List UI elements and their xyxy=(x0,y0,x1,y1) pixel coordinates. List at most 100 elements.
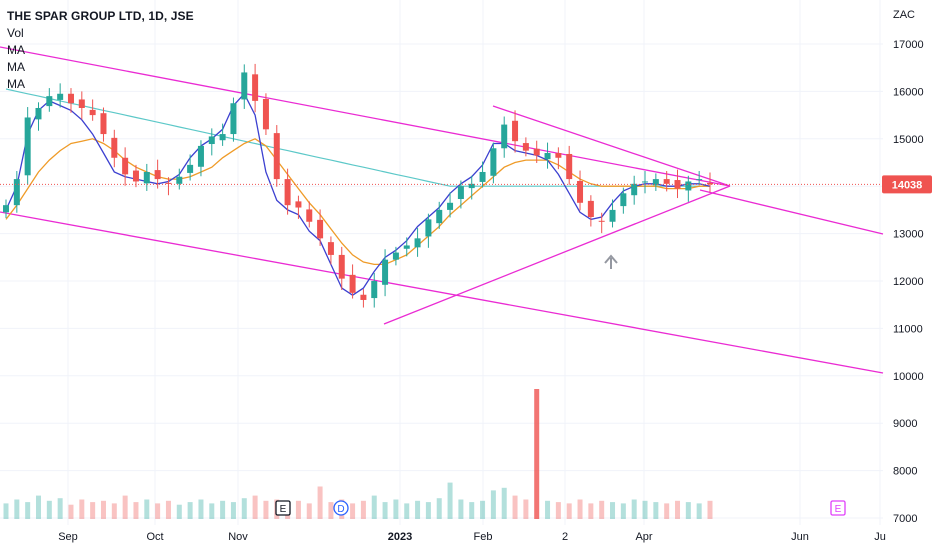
volume-bar xyxy=(512,495,518,519)
dividend-marker: D xyxy=(333,500,349,516)
candle xyxy=(24,107,31,185)
volume-bar xyxy=(696,503,702,519)
volume-bar xyxy=(252,495,258,519)
candle xyxy=(208,128,215,156)
volume-bar xyxy=(155,503,161,519)
symbol-title[interactable]: THE SPAR GROUP LTD, 1D, JSE xyxy=(7,9,194,23)
candle xyxy=(349,264,356,299)
volume-bar xyxy=(230,502,236,519)
volume-bar xyxy=(68,504,74,519)
volume-bar xyxy=(447,482,453,519)
volume-bar xyxy=(144,499,150,519)
candle xyxy=(468,175,475,200)
candle xyxy=(327,236,334,265)
volume-bar xyxy=(707,500,713,519)
price-tick-label: 15000 xyxy=(893,134,924,146)
volume-bar xyxy=(350,503,356,519)
candle xyxy=(392,246,399,266)
candle xyxy=(284,168,291,215)
last-price-tag xyxy=(882,175,932,194)
candle xyxy=(674,169,681,199)
candle xyxy=(533,140,540,163)
earnings-marker: E xyxy=(830,500,846,516)
price-tick-label: 17000 xyxy=(893,39,924,51)
event-marker-label: D xyxy=(337,504,344,515)
volume-bar xyxy=(176,504,182,519)
candle xyxy=(457,180,464,209)
volume-bar xyxy=(14,499,20,519)
volume-bar xyxy=(306,503,312,519)
candle xyxy=(447,192,454,218)
chart-legend: THE SPAR GROUP LTD, 1D, JSE Vol MA MA MA xyxy=(7,8,194,93)
price-tick-label: 8000 xyxy=(893,466,917,478)
candle xyxy=(436,201,443,229)
candle xyxy=(197,140,204,177)
legend-ma-1[interactable]: MA xyxy=(7,43,25,57)
ma-slow-line xyxy=(5,88,710,187)
candle xyxy=(522,137,529,157)
candle xyxy=(111,129,118,168)
price-axis: ZAC1700016000150001400013000120001100010… xyxy=(882,9,932,525)
volume-bar xyxy=(620,503,626,519)
volume-bar xyxy=(642,500,648,519)
time-tick-label: 2 xyxy=(562,531,568,543)
volume-bar xyxy=(382,502,388,519)
candle xyxy=(652,173,659,191)
candle xyxy=(371,272,378,308)
candle xyxy=(252,63,259,113)
event-marker-label: E xyxy=(835,504,842,515)
candle xyxy=(598,212,605,234)
channel-lower-line xyxy=(0,211,884,374)
price-tick-label: 11000 xyxy=(893,323,923,335)
candles xyxy=(3,63,713,308)
candle xyxy=(143,163,150,191)
candle xyxy=(566,145,573,185)
candle xyxy=(382,249,389,297)
volume-bar xyxy=(404,503,410,519)
candle xyxy=(46,88,53,112)
candle xyxy=(414,227,421,257)
candle xyxy=(230,97,237,142)
candle xyxy=(13,171,20,213)
candle xyxy=(122,147,129,186)
volume-bar xyxy=(198,499,204,519)
candle xyxy=(501,116,508,158)
volume-bar xyxy=(555,502,561,519)
channel-upper-line xyxy=(0,46,731,187)
candle xyxy=(490,142,497,184)
volume-bar xyxy=(133,502,139,519)
triangle-lower-line xyxy=(383,185,731,325)
candle xyxy=(295,195,302,219)
candle xyxy=(219,123,226,146)
candle xyxy=(187,154,194,181)
candle xyxy=(165,177,172,196)
time-axis: Sep Oct Nov 2023 Feb 2 Apr Jun Ju xyxy=(58,531,886,543)
volume-bar xyxy=(425,502,431,519)
volume-bar xyxy=(90,502,96,519)
volume-bar xyxy=(263,500,269,519)
candle xyxy=(479,161,486,188)
legend-volume[interactable]: Vol xyxy=(7,26,24,40)
volume-bar xyxy=(664,503,670,519)
volume-bar xyxy=(371,495,377,519)
volume-bar xyxy=(523,499,529,519)
candle xyxy=(132,164,139,188)
volume-bar xyxy=(480,500,486,519)
up-arrow-icon xyxy=(604,254,618,269)
candle xyxy=(3,199,9,218)
legend-ma-3[interactable]: MA xyxy=(7,77,25,91)
legend-ma-2[interactable]: MA xyxy=(7,60,25,74)
price-tick-label: 9000 xyxy=(893,418,917,430)
volume-bar xyxy=(675,500,681,519)
volume-bars xyxy=(3,389,713,519)
volume-bar xyxy=(57,498,63,519)
candle xyxy=(241,64,248,109)
volume-bar xyxy=(599,500,605,519)
volume-bar xyxy=(25,502,31,519)
candle xyxy=(57,83,64,108)
candle xyxy=(67,88,74,113)
time-tick-label: Nov xyxy=(228,531,248,543)
last-price-value: 14038 xyxy=(892,179,923,191)
